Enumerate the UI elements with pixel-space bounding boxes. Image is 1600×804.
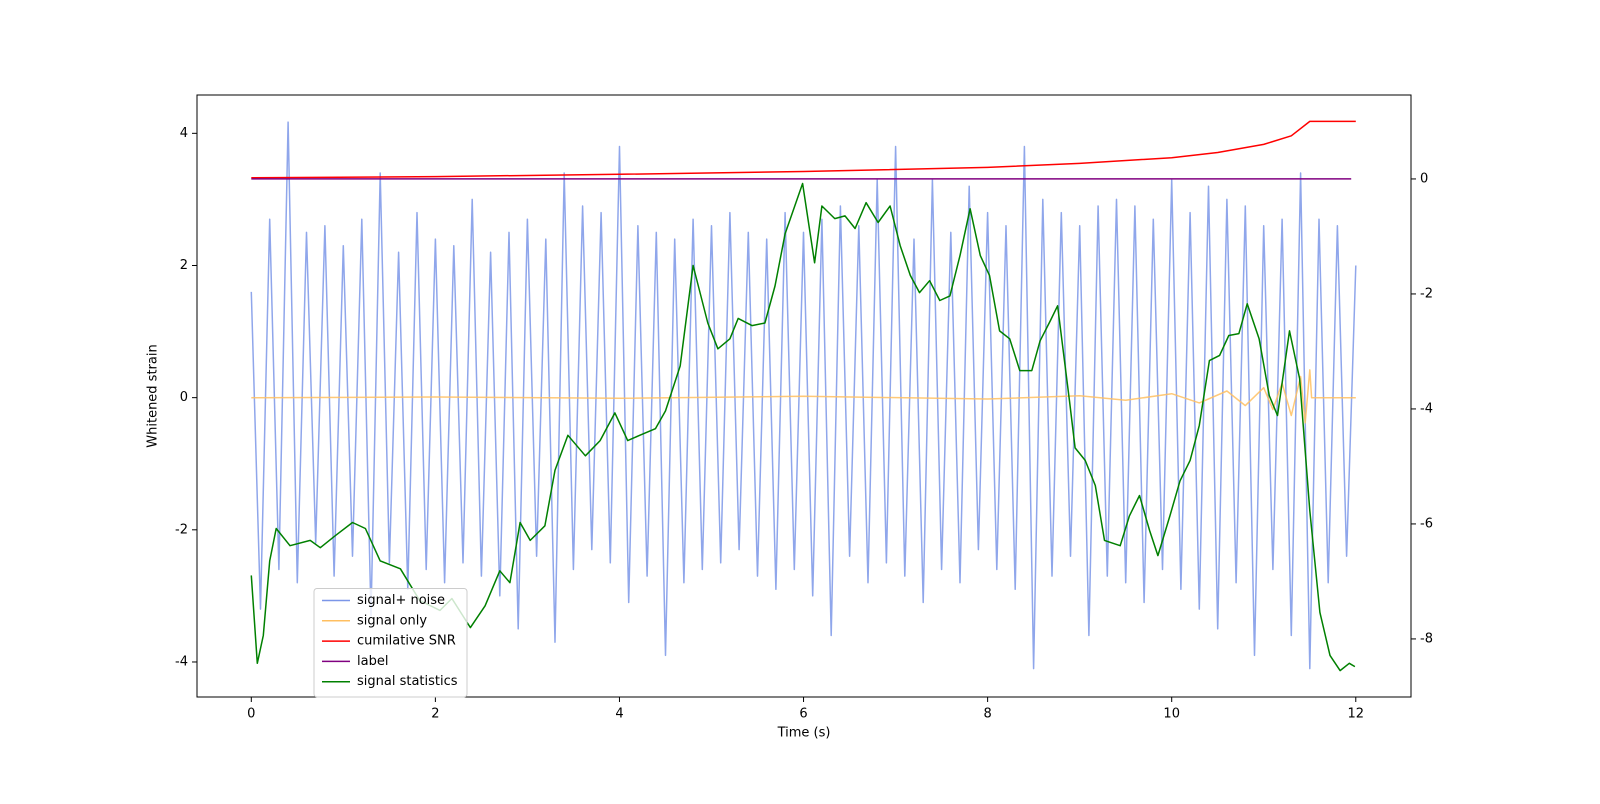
x-tick-label: 10 [1163,707,1180,722]
legend-label: signal+ noise [357,593,445,608]
legend-label: signal only [357,613,427,628]
legend-label: cumilative SNR [357,634,456,649]
y-tick-label: -4 [175,654,188,669]
series-line [250,121,1357,670]
y-tick-label: -2 [175,522,188,537]
plot-frame [196,94,1412,698]
x-tick-label: 4 [615,707,623,722]
legend-label: signal statistics [357,674,458,689]
legend-label: label [357,654,388,669]
x-axis-label: Time (s) [777,726,831,741]
series-line [250,182,1356,672]
x-tick-label: 6 [799,707,807,722]
x-tick-label: 2 [431,707,439,722]
series-line [251,120,1356,179]
y2-tick-label: -2 [1420,286,1433,301]
legend-box [313,588,468,698]
series-line [251,369,1356,424]
y-axis-label: Whitened strain [146,344,161,447]
y-tick-label: 0 [180,390,188,405]
y-tick-label: 2 [180,258,188,273]
y2-tick-label: -6 [1420,516,1433,531]
y2-tick-label: -8 [1420,631,1433,646]
x-tick-label: 0 [247,707,255,722]
y2-tick-label: -4 [1420,401,1433,416]
x-tick-label: 8 [983,707,991,722]
y-tick-label: 4 [180,126,188,141]
y2-tick-label: 0 [1420,171,1428,186]
x-tick-label: 12 [1348,707,1365,722]
legend: signal+ noise signal only cumilative SNR la… [313,588,468,698]
